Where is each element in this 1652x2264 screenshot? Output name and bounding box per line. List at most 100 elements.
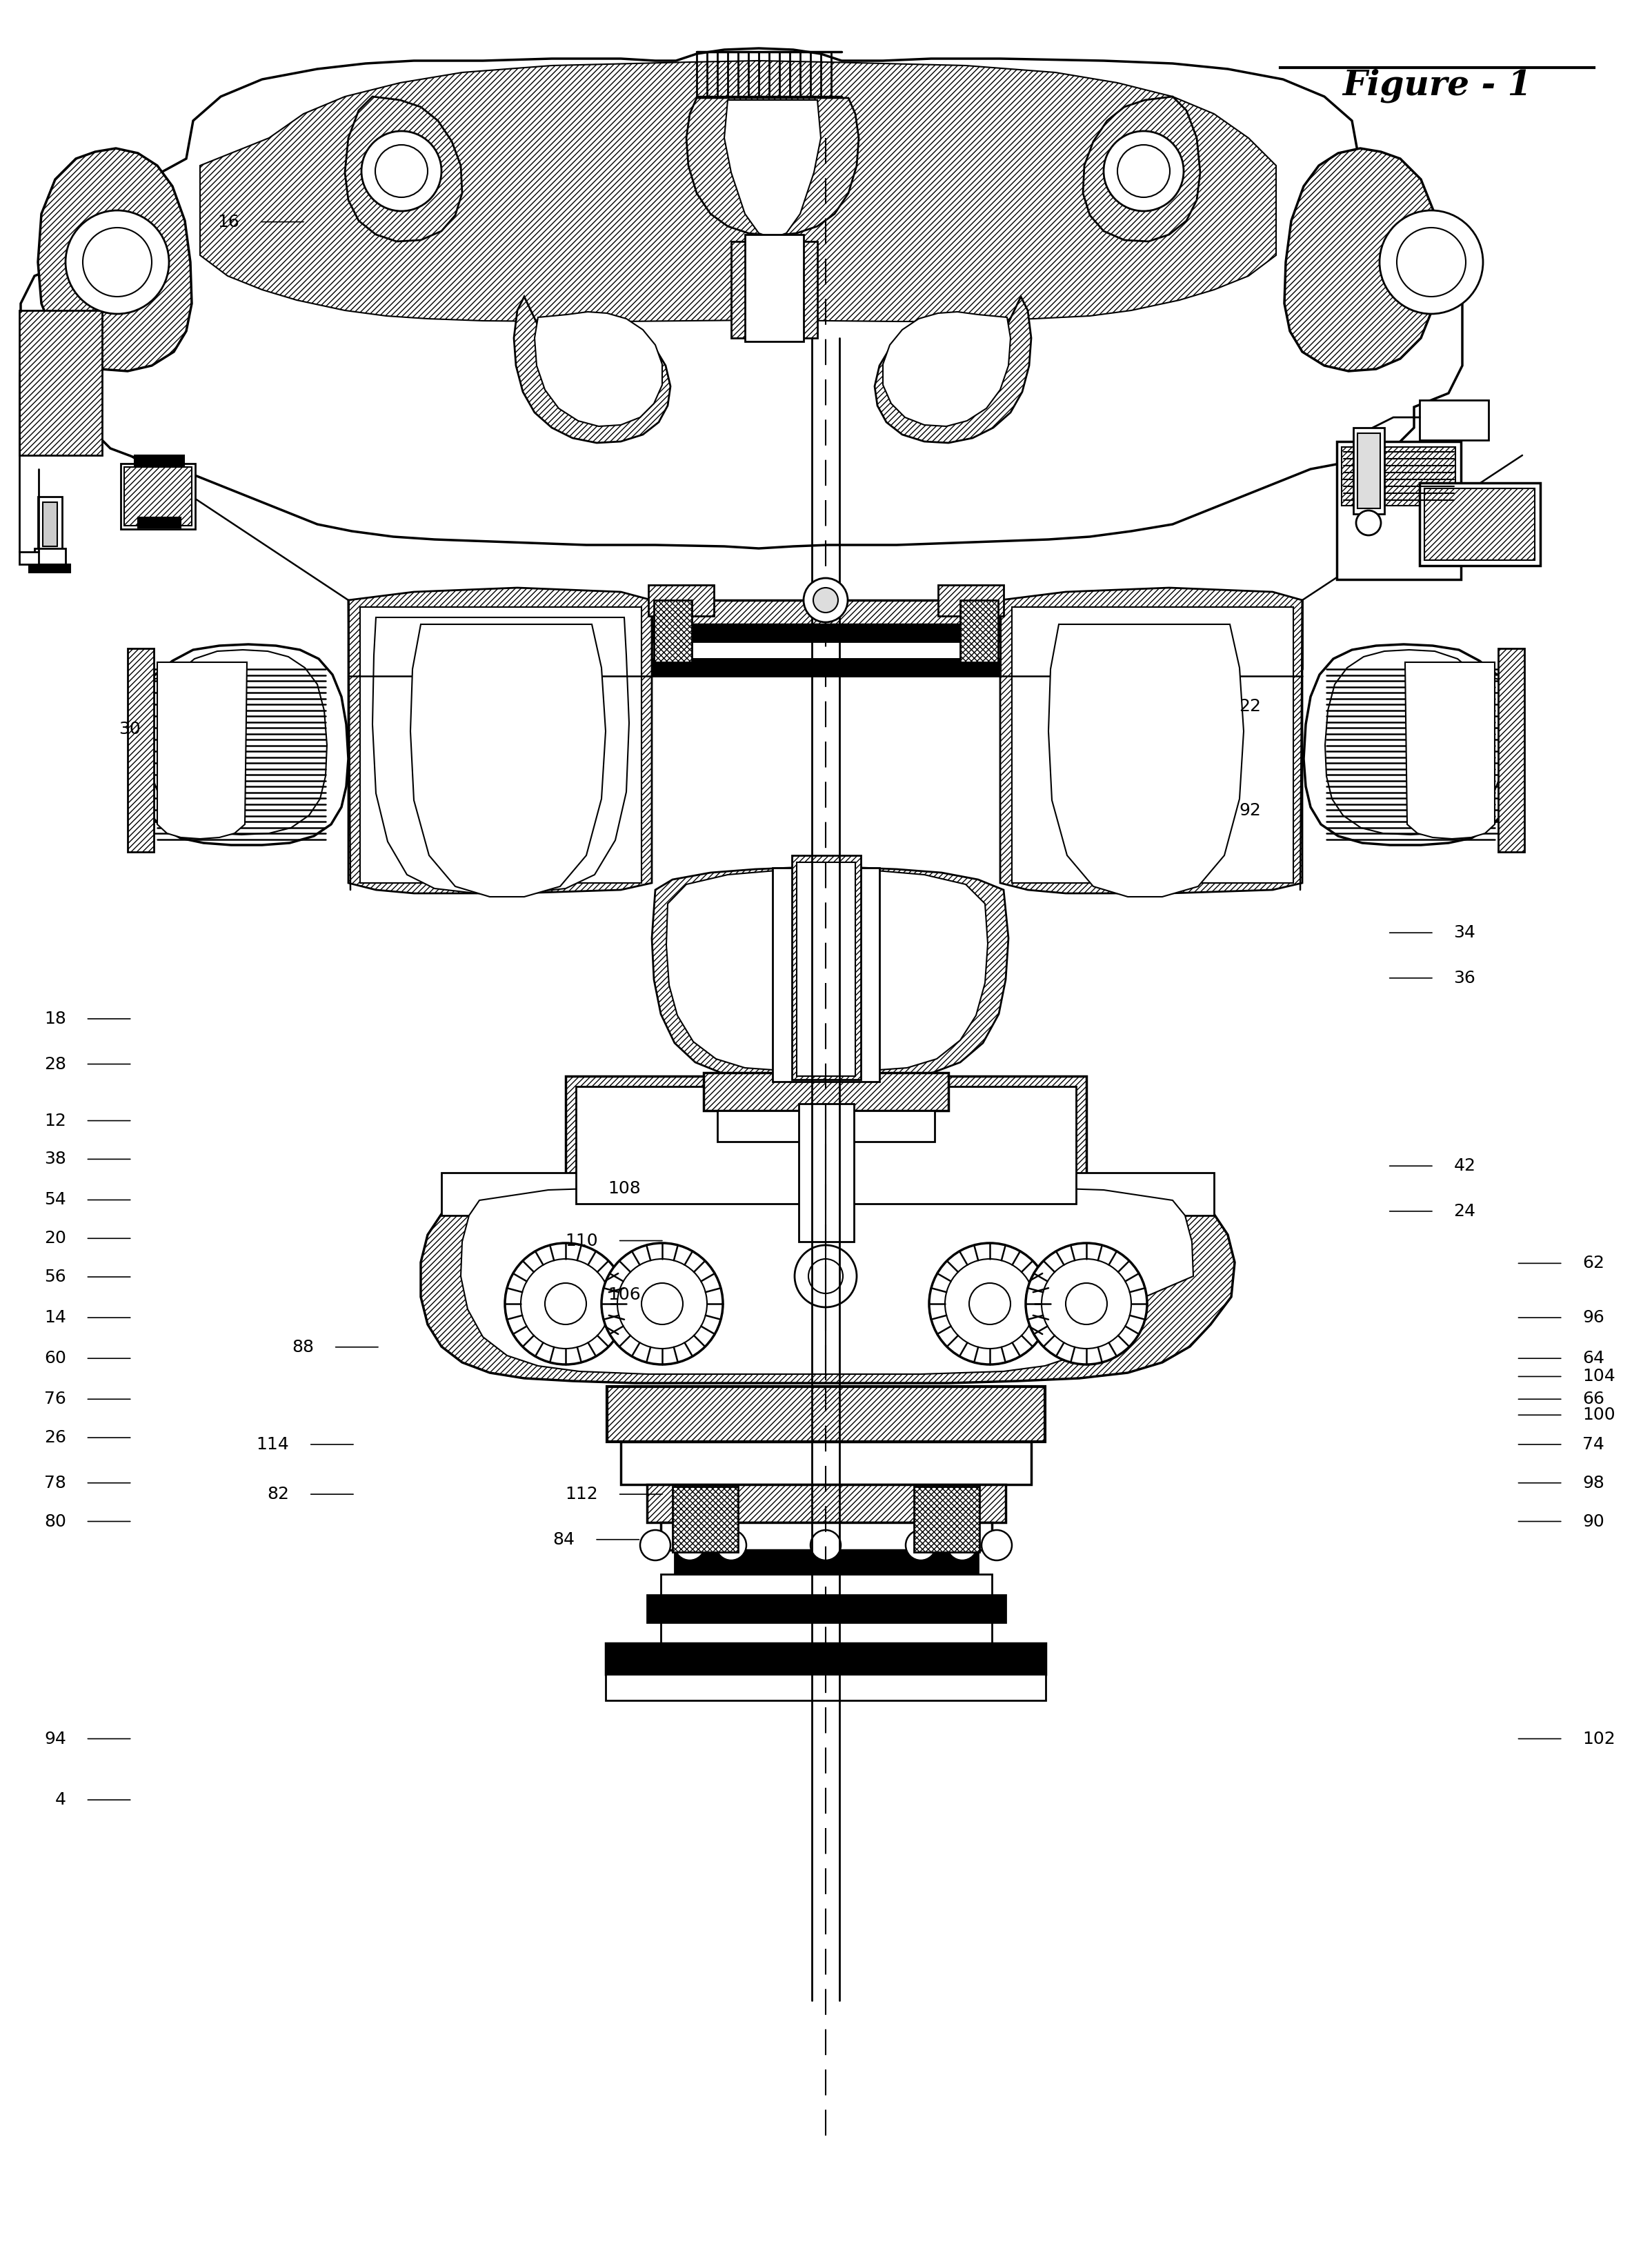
Polygon shape: [686, 97, 859, 235]
Polygon shape: [999, 589, 1302, 894]
Polygon shape: [345, 97, 463, 242]
Polygon shape: [1325, 650, 1502, 835]
Bar: [653, 641, 999, 659]
Polygon shape: [410, 625, 606, 897]
Text: 60: 60: [45, 1349, 66, 1367]
Text: 82: 82: [268, 1485, 289, 1503]
Circle shape: [506, 1243, 626, 1365]
Bar: [1353, 428, 1384, 514]
Bar: [1419, 482, 1540, 566]
Circle shape: [947, 1530, 978, 1560]
Circle shape: [905, 1530, 937, 1560]
Text: 88: 88: [292, 1338, 314, 1356]
Bar: [704, 1073, 948, 1112]
Text: 98: 98: [1583, 1474, 1604, 1492]
Bar: [38, 496, 63, 552]
Text: 36: 36: [1454, 969, 1475, 987]
Circle shape: [545, 1284, 586, 1324]
Text: 92: 92: [1239, 801, 1260, 820]
Bar: [621, 1442, 1031, 1485]
Polygon shape: [653, 867, 1008, 1078]
Text: 90: 90: [1583, 1512, 1604, 1530]
Circle shape: [520, 1259, 611, 1349]
Text: 114: 114: [256, 1435, 289, 1453]
Polygon shape: [1303, 645, 1523, 844]
Text: 108: 108: [608, 1180, 641, 1198]
Circle shape: [981, 1530, 1013, 1560]
Polygon shape: [21, 48, 1462, 548]
Circle shape: [83, 229, 152, 297]
Circle shape: [1104, 131, 1183, 211]
Text: 66: 66: [1583, 1390, 1604, 1408]
Bar: [606, 1386, 1046, 1442]
Circle shape: [928, 1243, 1051, 1365]
Text: 96: 96: [1583, 1309, 1604, 1327]
Circle shape: [811, 1530, 841, 1560]
Polygon shape: [514, 297, 671, 444]
Bar: [134, 455, 183, 466]
Circle shape: [601, 1243, 724, 1365]
Polygon shape: [1084, 97, 1201, 242]
Bar: [1013, 607, 1294, 883]
Bar: [20, 310, 102, 455]
Circle shape: [813, 589, 838, 614]
Text: 16: 16: [218, 213, 240, 231]
Polygon shape: [874, 297, 1031, 444]
Bar: [606, 1673, 1046, 1700]
Bar: [717, 1112, 935, 1141]
Bar: [661, 1573, 991, 1594]
Polygon shape: [421, 1173, 1234, 1383]
Bar: [796, 863, 856, 1075]
Bar: [653, 625, 999, 641]
Bar: [121, 464, 195, 530]
Bar: [1419, 401, 1488, 439]
Circle shape: [1066, 1284, 1107, 1324]
Text: 34: 34: [1454, 924, 1475, 942]
Bar: [565, 1075, 1087, 1214]
Polygon shape: [535, 312, 662, 426]
Polygon shape: [157, 663, 246, 840]
Text: 102: 102: [1583, 1730, 1616, 1748]
Bar: [360, 607, 641, 883]
Text: 14: 14: [45, 1309, 66, 1327]
Text: 22: 22: [1239, 697, 1260, 715]
Circle shape: [715, 1530, 747, 1560]
Bar: [938, 584, 1004, 616]
Polygon shape: [38, 149, 192, 371]
Bar: [43, 503, 58, 546]
Circle shape: [639, 1530, 671, 1560]
Circle shape: [945, 1259, 1034, 1349]
Polygon shape: [1284, 149, 1439, 371]
Bar: [648, 584, 714, 616]
Bar: [127, 648, 154, 851]
Bar: [661, 1521, 991, 1551]
Bar: [1358, 432, 1379, 509]
Text: 24: 24: [1454, 1202, 1475, 1220]
Text: 4: 4: [55, 1791, 66, 1809]
Bar: [654, 600, 692, 663]
Text: 110: 110: [565, 1232, 598, 1250]
Bar: [577, 1087, 1075, 1204]
Circle shape: [1398, 229, 1465, 297]
Bar: [661, 1623, 991, 1644]
Text: 54: 54: [45, 1191, 66, 1209]
Bar: [648, 1594, 1006, 1623]
Circle shape: [618, 1259, 707, 1349]
Bar: [20, 552, 38, 564]
Text: 74: 74: [1583, 1435, 1604, 1453]
Bar: [606, 1644, 1046, 1673]
Bar: [648, 1485, 1006, 1521]
Bar: [1498, 648, 1525, 851]
Circle shape: [674, 1530, 705, 1560]
Bar: [1336, 441, 1460, 580]
Polygon shape: [372, 618, 629, 894]
Circle shape: [1379, 211, 1483, 315]
Text: 18: 18: [45, 1010, 66, 1028]
Bar: [674, 1551, 978, 1573]
Polygon shape: [882, 312, 1011, 426]
Bar: [1341, 446, 1455, 505]
Circle shape: [1356, 509, 1381, 534]
Polygon shape: [200, 61, 1275, 321]
Text: 78: 78: [45, 1474, 66, 1492]
Polygon shape: [129, 645, 349, 844]
